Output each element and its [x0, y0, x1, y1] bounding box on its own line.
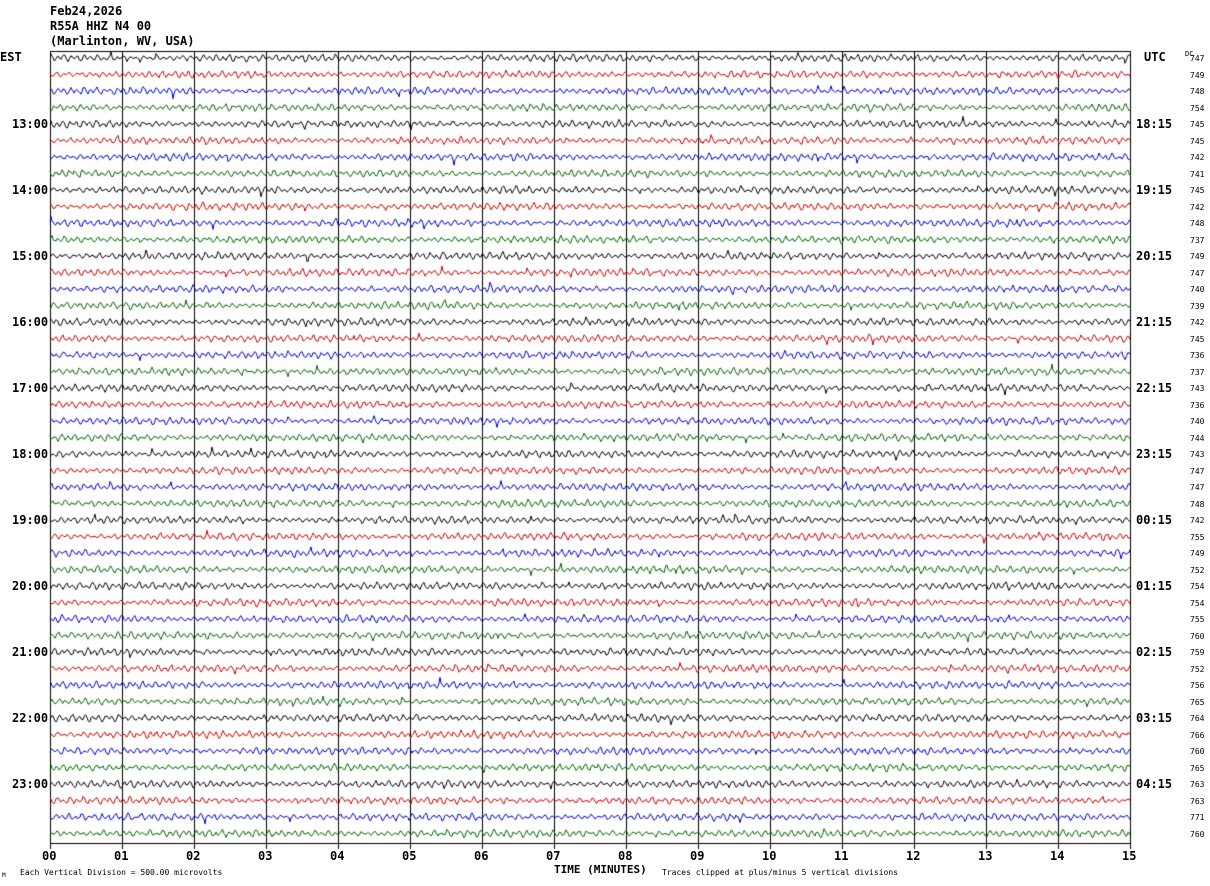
x-tick-label: 07 [546, 849, 561, 863]
x-tick-label: 13 [978, 849, 993, 863]
x-tick-label: 09 [690, 849, 705, 863]
x-tick-label: 08 [618, 849, 633, 863]
right-hour-label: 04:15 [1136, 777, 1173, 791]
x-tick-label: 03 [258, 849, 273, 863]
dc-offset-label: 747 [1190, 466, 1205, 476]
dc-offset-label: 766 [1190, 730, 1205, 740]
x-axis-title: TIME (MINUTES) [554, 863, 647, 876]
dc-offset-label: 771 [1190, 813, 1205, 822]
corner-mark: M [2, 872, 6, 879]
dc-offset-label: 745 [1190, 120, 1205, 129]
dc-offset-label: 740 [1190, 285, 1205, 294]
dc-offset-label: 754 [1190, 103, 1205, 113]
dc-offset-label: 760 [1190, 829, 1205, 839]
dc-offset-label: 742 [1190, 516, 1205, 525]
dc-offset-label: 748 [1190, 219, 1205, 228]
left-hour-label: 18:00 [12, 447, 49, 461]
dc-offset-label: 752 [1190, 565, 1205, 575]
dc-offset-label: 747 [1190, 268, 1205, 278]
left-hour-label: 13:00 [12, 117, 49, 131]
dc-offset-label: 739 [1190, 301, 1205, 311]
clip-note: Traces clipped at plus/minus 5 vertical … [662, 868, 899, 877]
left-timezone-label: EST [0, 50, 22, 64]
station-label: R55A HHZ N4 00 [50, 19, 152, 33]
x-tick-label: 04 [330, 849, 345, 863]
location-label: (Marlinton, WV, USA) [50, 34, 195, 48]
right-timezone-label: UTC [1144, 50, 1166, 64]
dc-offset-label: 737 [1190, 235, 1205, 245]
dc-offset-label: 752 [1190, 664, 1205, 674]
dc-offset-label: 743 [1190, 450, 1205, 459]
scale-note: Each Vertical Division = 500.00 microvol… [20, 868, 223, 877]
dc-offset-label: 760 [1190, 631, 1205, 641]
right-hour-label: 22:15 [1136, 381, 1173, 395]
dc-offset-label: 749 [1190, 549, 1205, 558]
x-tick-label: 05 [402, 849, 417, 863]
dc-offset-label: 760 [1190, 747, 1205, 756]
dc-offset-label: 748 [1190, 499, 1205, 509]
left-hour-label: 17:00 [12, 381, 49, 395]
left-hour-label: 19:00 [12, 513, 49, 527]
dc-offset-label: 745 [1190, 186, 1205, 195]
left-hour-label: 14:00 [12, 183, 49, 197]
dc-offset-label: 745 [1190, 334, 1205, 344]
right-hour-label: 01:15 [1136, 579, 1173, 593]
right-hour-label: 18:15 [1136, 117, 1173, 131]
dc-offset-label: 747 [1190, 483, 1205, 492]
x-tick-label: 15 [1122, 849, 1137, 863]
x-tick-label: 06 [474, 849, 489, 863]
dc-offset-label: 740 [1190, 417, 1205, 426]
dc-offset-label: 763 [1190, 780, 1205, 789]
dc-offset-label: 755 [1190, 532, 1205, 542]
dc-offset-label: 754 [1190, 582, 1205, 591]
dc-offset-label: 749 [1190, 70, 1205, 80]
dc-offset-label: 736 [1190, 400, 1205, 410]
dc-offset-label: 741 [1190, 169, 1205, 179]
right-hour-label: 02:15 [1136, 645, 1173, 659]
dc-offset-label: 765 [1190, 697, 1205, 707]
dc-offset-label: 755 [1190, 615, 1205, 624]
dc-offset-label: 742 [1190, 318, 1205, 327]
dc-header-label: DC [1185, 50, 1194, 58]
right-hour-label: 19:15 [1136, 183, 1173, 197]
dc-offset-label: 764 [1190, 714, 1205, 723]
dc-offset-label: 745 [1190, 136, 1205, 146]
left-hour-label: 21:00 [12, 645, 49, 659]
x-tick-label: 12 [906, 849, 921, 863]
left-hour-label: 20:00 [12, 579, 49, 593]
right-hour-label: 00:15 [1136, 513, 1173, 527]
dc-offset-label: 763 [1190, 796, 1205, 806]
dc-offset-label: 736 [1190, 351, 1205, 360]
right-hour-label: 20:15 [1136, 249, 1173, 263]
right-hour-label: 03:15 [1136, 711, 1173, 725]
x-tick-label: 14 [1050, 849, 1065, 863]
dc-offset-label: 747 [1190, 54, 1205, 63]
dc-offset-label: 742 [1190, 153, 1205, 162]
dc-offset-label: 749 [1190, 252, 1205, 261]
right-hour-label: 21:15 [1136, 315, 1173, 329]
dc-offset-label: 743 [1190, 384, 1205, 393]
dc-offset-label: 754 [1190, 598, 1205, 608]
dc-offset-label: 744 [1190, 433, 1205, 443]
dc-offset-label: 759 [1190, 648, 1205, 657]
x-tick-label: 01 [114, 849, 129, 863]
dc-offset-label: 765 [1190, 763, 1205, 773]
dc-offset-label: 742 [1190, 202, 1205, 212]
left-hour-label: 15:00 [12, 249, 49, 263]
left-hour-label: 23:00 [12, 777, 49, 791]
right-hour-label: 23:15 [1136, 447, 1173, 461]
x-tick-label: 00 [42, 849, 57, 863]
x-tick-label: 11 [834, 849, 849, 863]
date-label: Feb24,2026 [50, 4, 123, 18]
dc-offset-label: 737 [1190, 367, 1205, 377]
dc-offset-label: 748 [1190, 87, 1205, 96]
left-hour-label: 16:00 [12, 315, 49, 329]
left-hour-label: 22:00 [12, 711, 49, 725]
dc-offset-label: 756 [1190, 681, 1205, 690]
x-tick-label: 10 [762, 849, 777, 863]
x-tick-label: 02 [186, 849, 201, 863]
